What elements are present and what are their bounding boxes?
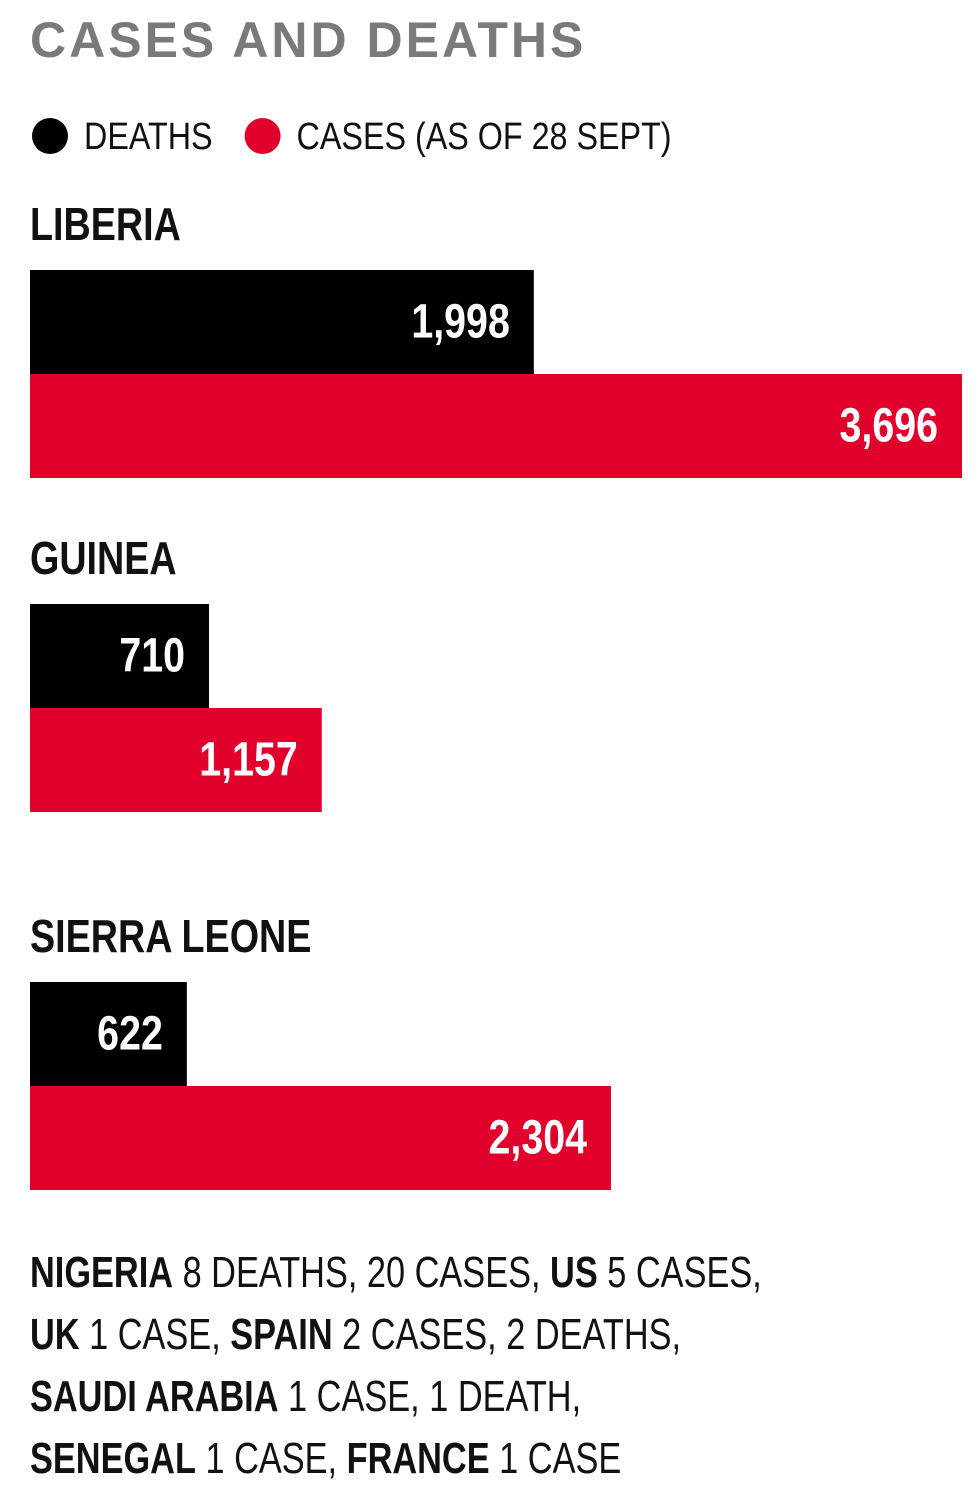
bar bbox=[30, 270, 534, 374]
value-label: 710 bbox=[119, 629, 185, 683]
note-country: SENEGAL bbox=[30, 1434, 196, 1483]
bar bbox=[30, 708, 322, 812]
footnote: NIGERIA 8 DEATHS, 20 CASES, US 5 CASES, U… bbox=[30, 1242, 927, 1490]
bar bbox=[30, 604, 210, 708]
footnote-line: NIGERIA 8 DEATHS, 20 CASES, US 5 CASES, bbox=[30, 1242, 927, 1304]
note-detail: 1 CASE, bbox=[205, 1434, 338, 1483]
note-country: FRANCE bbox=[346, 1434, 490, 1483]
footnote-line: UK 1 CASE, SPAIN 2 CASES, 2 DEATHS, bbox=[30, 1304, 927, 1366]
bar bbox=[30, 374, 962, 478]
bar bbox=[30, 982, 187, 1086]
value-label: 2,304 bbox=[489, 1111, 588, 1165]
legend-marker bbox=[32, 118, 68, 154]
footnote-line: SENEGAL 1 CASE, FRANCE 1 CASE bbox=[30, 1428, 927, 1490]
footnote-line: SAUDI ARABIA 1 CASE, 1 DEATH, bbox=[30, 1366, 927, 1428]
category-label: GUINEA bbox=[30, 533, 177, 584]
legend-label: DEATHS bbox=[84, 116, 213, 158]
note-detail: 1 CASE bbox=[499, 1434, 622, 1483]
note-country: SAUDI ARABIA bbox=[30, 1372, 279, 1421]
legend-marker bbox=[244, 118, 281, 154]
note-detail: 5 CASES, bbox=[607, 1248, 762, 1297]
note-country: US bbox=[550, 1248, 598, 1297]
bar bbox=[30, 1086, 611, 1190]
value-label: 3,696 bbox=[840, 399, 938, 453]
chart: CASES AND DEATHS DEATHS CASES (AS OF 28 S… bbox=[30, 12, 962, 1190]
value-label: 1,157 bbox=[199, 733, 297, 787]
note-detail: 1 CASE, 1 DEATH, bbox=[288, 1372, 582, 1421]
note-detail: 8 DEATHS, 20 CASES, bbox=[182, 1248, 541, 1297]
category-label: SIERRA LEONE bbox=[30, 911, 311, 962]
note-detail: 1 CASE, bbox=[89, 1310, 221, 1359]
category-label: LIBERIA bbox=[30, 199, 181, 250]
value-label: 1,998 bbox=[411, 295, 509, 349]
note-country: SPAIN bbox=[230, 1310, 333, 1359]
note-country: NIGERIA bbox=[30, 1248, 174, 1297]
legend-label: CASES (AS OF 28 SEPT) bbox=[297, 116, 672, 158]
value-label: 622 bbox=[97, 1007, 163, 1061]
note-country: UK bbox=[30, 1310, 80, 1359]
chart-title: CASES AND DEATHS bbox=[30, 12, 586, 68]
note-detail: 2 CASES, 2 DEATHS, bbox=[342, 1310, 682, 1359]
